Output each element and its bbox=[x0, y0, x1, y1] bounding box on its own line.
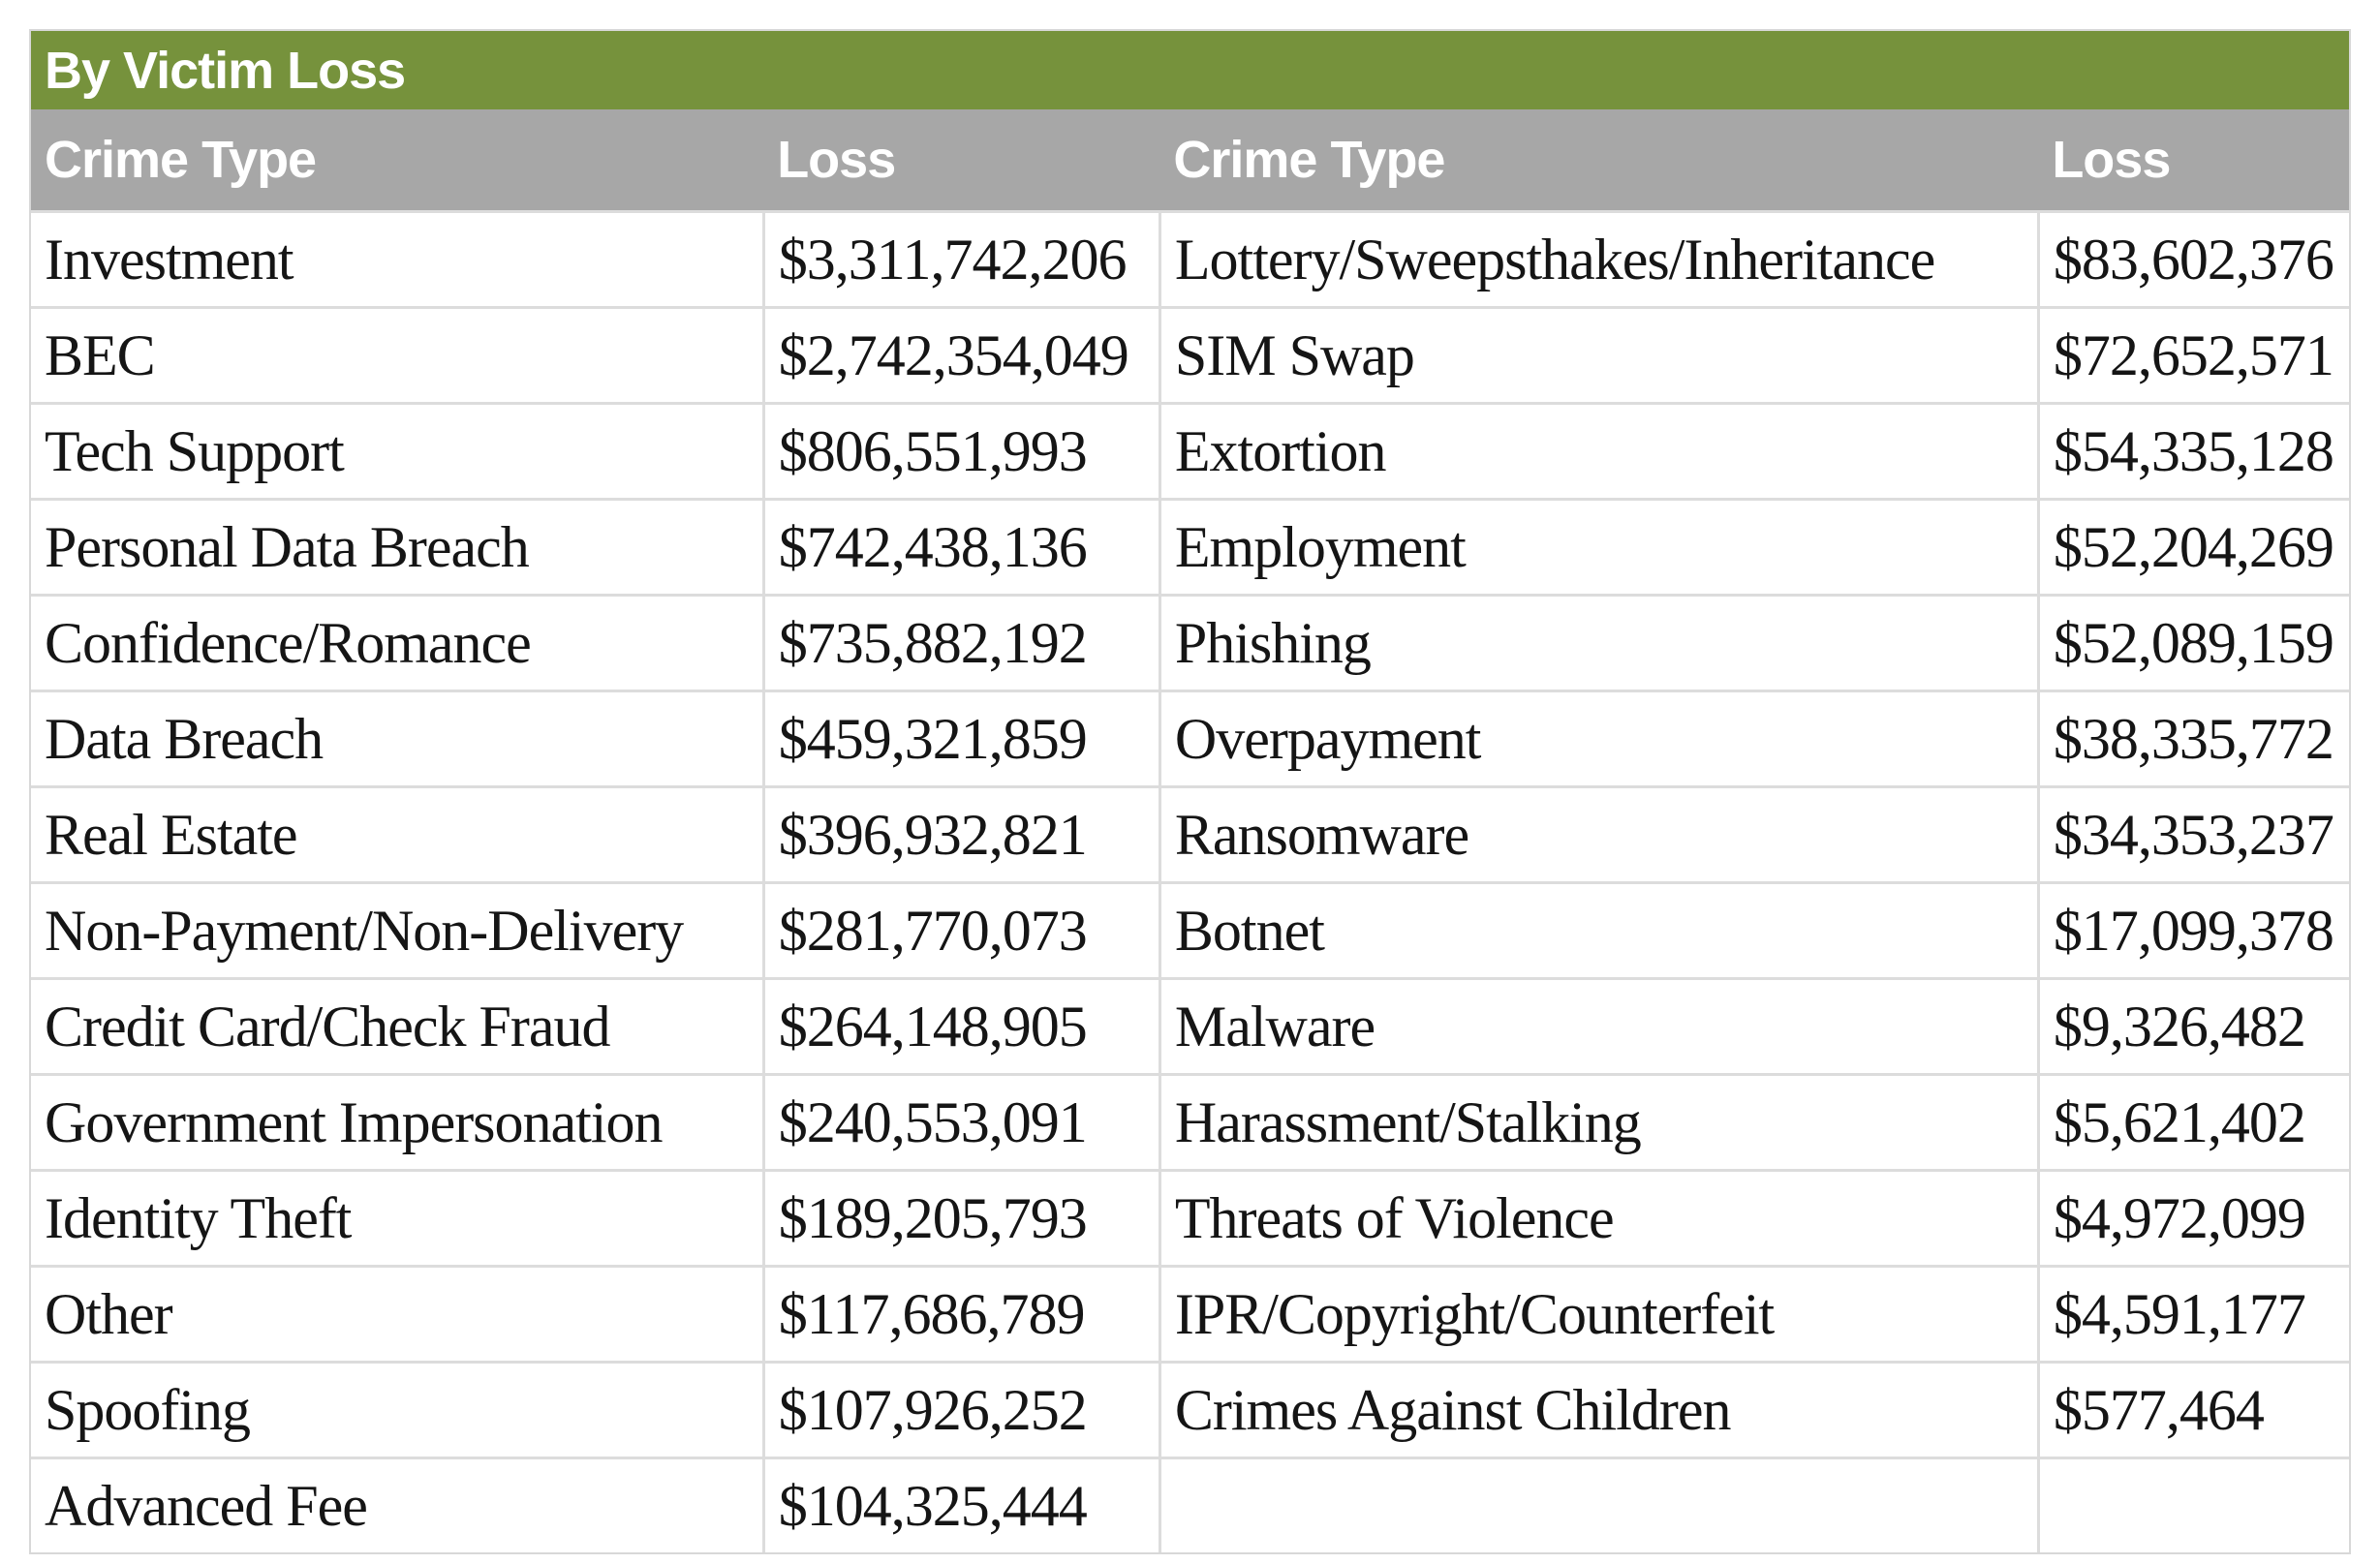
table-row: Confidence/Romance $735,882,192 Phishing… bbox=[31, 594, 2349, 691]
crime-type-cell: Government Impersonation bbox=[31, 1073, 764, 1171]
crime-type-cell: Identity Theft bbox=[31, 1169, 764, 1267]
crime-type-cell: Employment bbox=[1158, 498, 2039, 596]
loss-cell: $52,204,269 bbox=[2036, 498, 2349, 596]
table-row: Investment $3,311,742,206 Lottery/Sweeps… bbox=[31, 210, 2349, 308]
crime-type-cell: Threats of Violence bbox=[1158, 1169, 2039, 1267]
crime-type-cell: Crimes Against Children bbox=[1158, 1361, 2039, 1458]
crime-type-cell: Botnet bbox=[1158, 881, 2039, 979]
loss-cell: $52,089,159 bbox=[2036, 594, 2349, 691]
loss-cell: $4,972,099 bbox=[2036, 1169, 2349, 1267]
crime-type-cell: Extortion bbox=[1158, 402, 2039, 500]
loss-cell: $4,591,177 bbox=[2036, 1265, 2349, 1363]
table-row: Advanced Fee $104,325,444 bbox=[31, 1457, 2349, 1552]
loss-cell: $396,932,821 bbox=[761, 785, 1160, 883]
table-row: Real Estate $396,932,821 Ransomware $34,… bbox=[31, 785, 2349, 883]
crime-type-cell: Confidence/Romance bbox=[31, 594, 764, 691]
loss-cell: $735,882,192 bbox=[761, 594, 1160, 691]
crime-type-cell: SIM Swap bbox=[1158, 306, 2039, 404]
table-row: Personal Data Breach $742,438,136 Employ… bbox=[31, 498, 2349, 596]
table-row: Data Breach $459,321,859 Overpayment $38… bbox=[31, 690, 2349, 787]
loss-cell: $54,335,128 bbox=[2036, 402, 2349, 500]
header-row: Crime Type Loss Crime Type Loss bbox=[31, 109, 2349, 212]
crime-type-cell bbox=[1158, 1457, 2039, 1552]
victim-loss-data-grid: Crime Type Loss Crime Type Loss Investme… bbox=[31, 109, 2349, 1552]
table-row: Credit Card/Check Fraud $264,148,905 Mal… bbox=[31, 977, 2349, 1075]
crime-type-cell: Non-Payment/Non-Delivery bbox=[31, 881, 764, 979]
loss-cell: $459,321,859 bbox=[761, 690, 1160, 787]
crime-type-cell: Tech Support bbox=[31, 402, 764, 500]
loss-cell: $2,742,354,049 bbox=[761, 306, 1160, 404]
loss-cell: $34,353,237 bbox=[2036, 785, 2349, 883]
loss-cell: $107,926,252 bbox=[761, 1361, 1160, 1458]
loss-cell: $117,686,789 bbox=[761, 1265, 1160, 1363]
table-row: Identity Theft $189,205,793 Threats of V… bbox=[31, 1169, 2349, 1267]
loss-cell: $5,621,402 bbox=[2036, 1073, 2349, 1171]
victim-loss-table: By Victim Loss Crime Type Loss Crime Typ… bbox=[29, 29, 2351, 1554]
crime-type-cell: Personal Data Breach bbox=[31, 498, 764, 596]
crime-type-cell: Other bbox=[31, 1265, 764, 1363]
column-header-crime-type-left: Crime Type bbox=[31, 109, 764, 212]
loss-cell: $104,325,444 bbox=[761, 1457, 1160, 1552]
loss-cell: $264,148,905 bbox=[761, 977, 1160, 1075]
loss-cell: $38,335,772 bbox=[2036, 690, 2349, 787]
loss-cell: $742,438,136 bbox=[761, 498, 1160, 596]
crime-type-cell: IPR/Copyright/Counterfeit bbox=[1158, 1265, 2039, 1363]
loss-cell: $806,551,993 bbox=[761, 402, 1160, 500]
loss-cell: $83,602,376 bbox=[2036, 210, 2349, 308]
loss-cell: $3,311,742,206 bbox=[761, 210, 1160, 308]
loss-cell: $240,553,091 bbox=[761, 1073, 1160, 1171]
loss-cell bbox=[2036, 1457, 2349, 1552]
loss-cell: $189,205,793 bbox=[761, 1169, 1160, 1267]
crime-type-cell: Spoofing bbox=[31, 1361, 764, 1458]
crime-type-cell: BEC bbox=[31, 306, 764, 404]
loss-cell: $9,326,482 bbox=[2036, 977, 2349, 1075]
table-row: BEC $2,742,354,049 SIM Swap $72,652,571 bbox=[31, 306, 2349, 404]
loss-cell: $72,652,571 bbox=[2036, 306, 2349, 404]
table-row: Tech Support $806,551,993 Extortion $54,… bbox=[31, 402, 2349, 500]
crime-type-cell: Lottery/Sweepsthakes/Inheritance bbox=[1158, 210, 2039, 308]
crime-type-cell: Harassment/Stalking bbox=[1158, 1073, 2039, 1171]
loss-cell: $17,099,378 bbox=[2036, 881, 2349, 979]
table-row: Government Impersonation $240,553,091 Ha… bbox=[31, 1073, 2349, 1171]
crime-type-cell: Overpayment bbox=[1158, 690, 2039, 787]
loss-cell: $577,464 bbox=[2036, 1361, 2349, 1458]
crime-type-cell: Malware bbox=[1158, 977, 2039, 1075]
table-title: By Victim Loss bbox=[31, 31, 2349, 109]
loss-cell: $281,770,073 bbox=[761, 881, 1160, 979]
column-header-loss-left: Loss bbox=[763, 109, 1160, 212]
crime-type-cell: Advanced Fee bbox=[31, 1457, 764, 1552]
table-row: Other $117,686,789 IPR/Copyright/Counter… bbox=[31, 1265, 2349, 1363]
table-row: Non-Payment/Non-Delivery $281,770,073 Bo… bbox=[31, 881, 2349, 979]
crime-type-cell: Real Estate bbox=[31, 785, 764, 883]
crime-type-cell: Credit Card/Check Fraud bbox=[31, 977, 764, 1075]
crime-type-cell: Data Breach bbox=[31, 690, 764, 787]
column-header-crime-type-right: Crime Type bbox=[1159, 109, 2039, 212]
table-row: Spoofing $107,926,252 Crimes Against Chi… bbox=[31, 1361, 2349, 1458]
column-header-loss-right: Loss bbox=[2038, 109, 2349, 212]
crime-type-cell: Ransomware bbox=[1158, 785, 2039, 883]
crime-type-cell: Investment bbox=[31, 210, 764, 308]
crime-type-cell: Phishing bbox=[1158, 594, 2039, 691]
